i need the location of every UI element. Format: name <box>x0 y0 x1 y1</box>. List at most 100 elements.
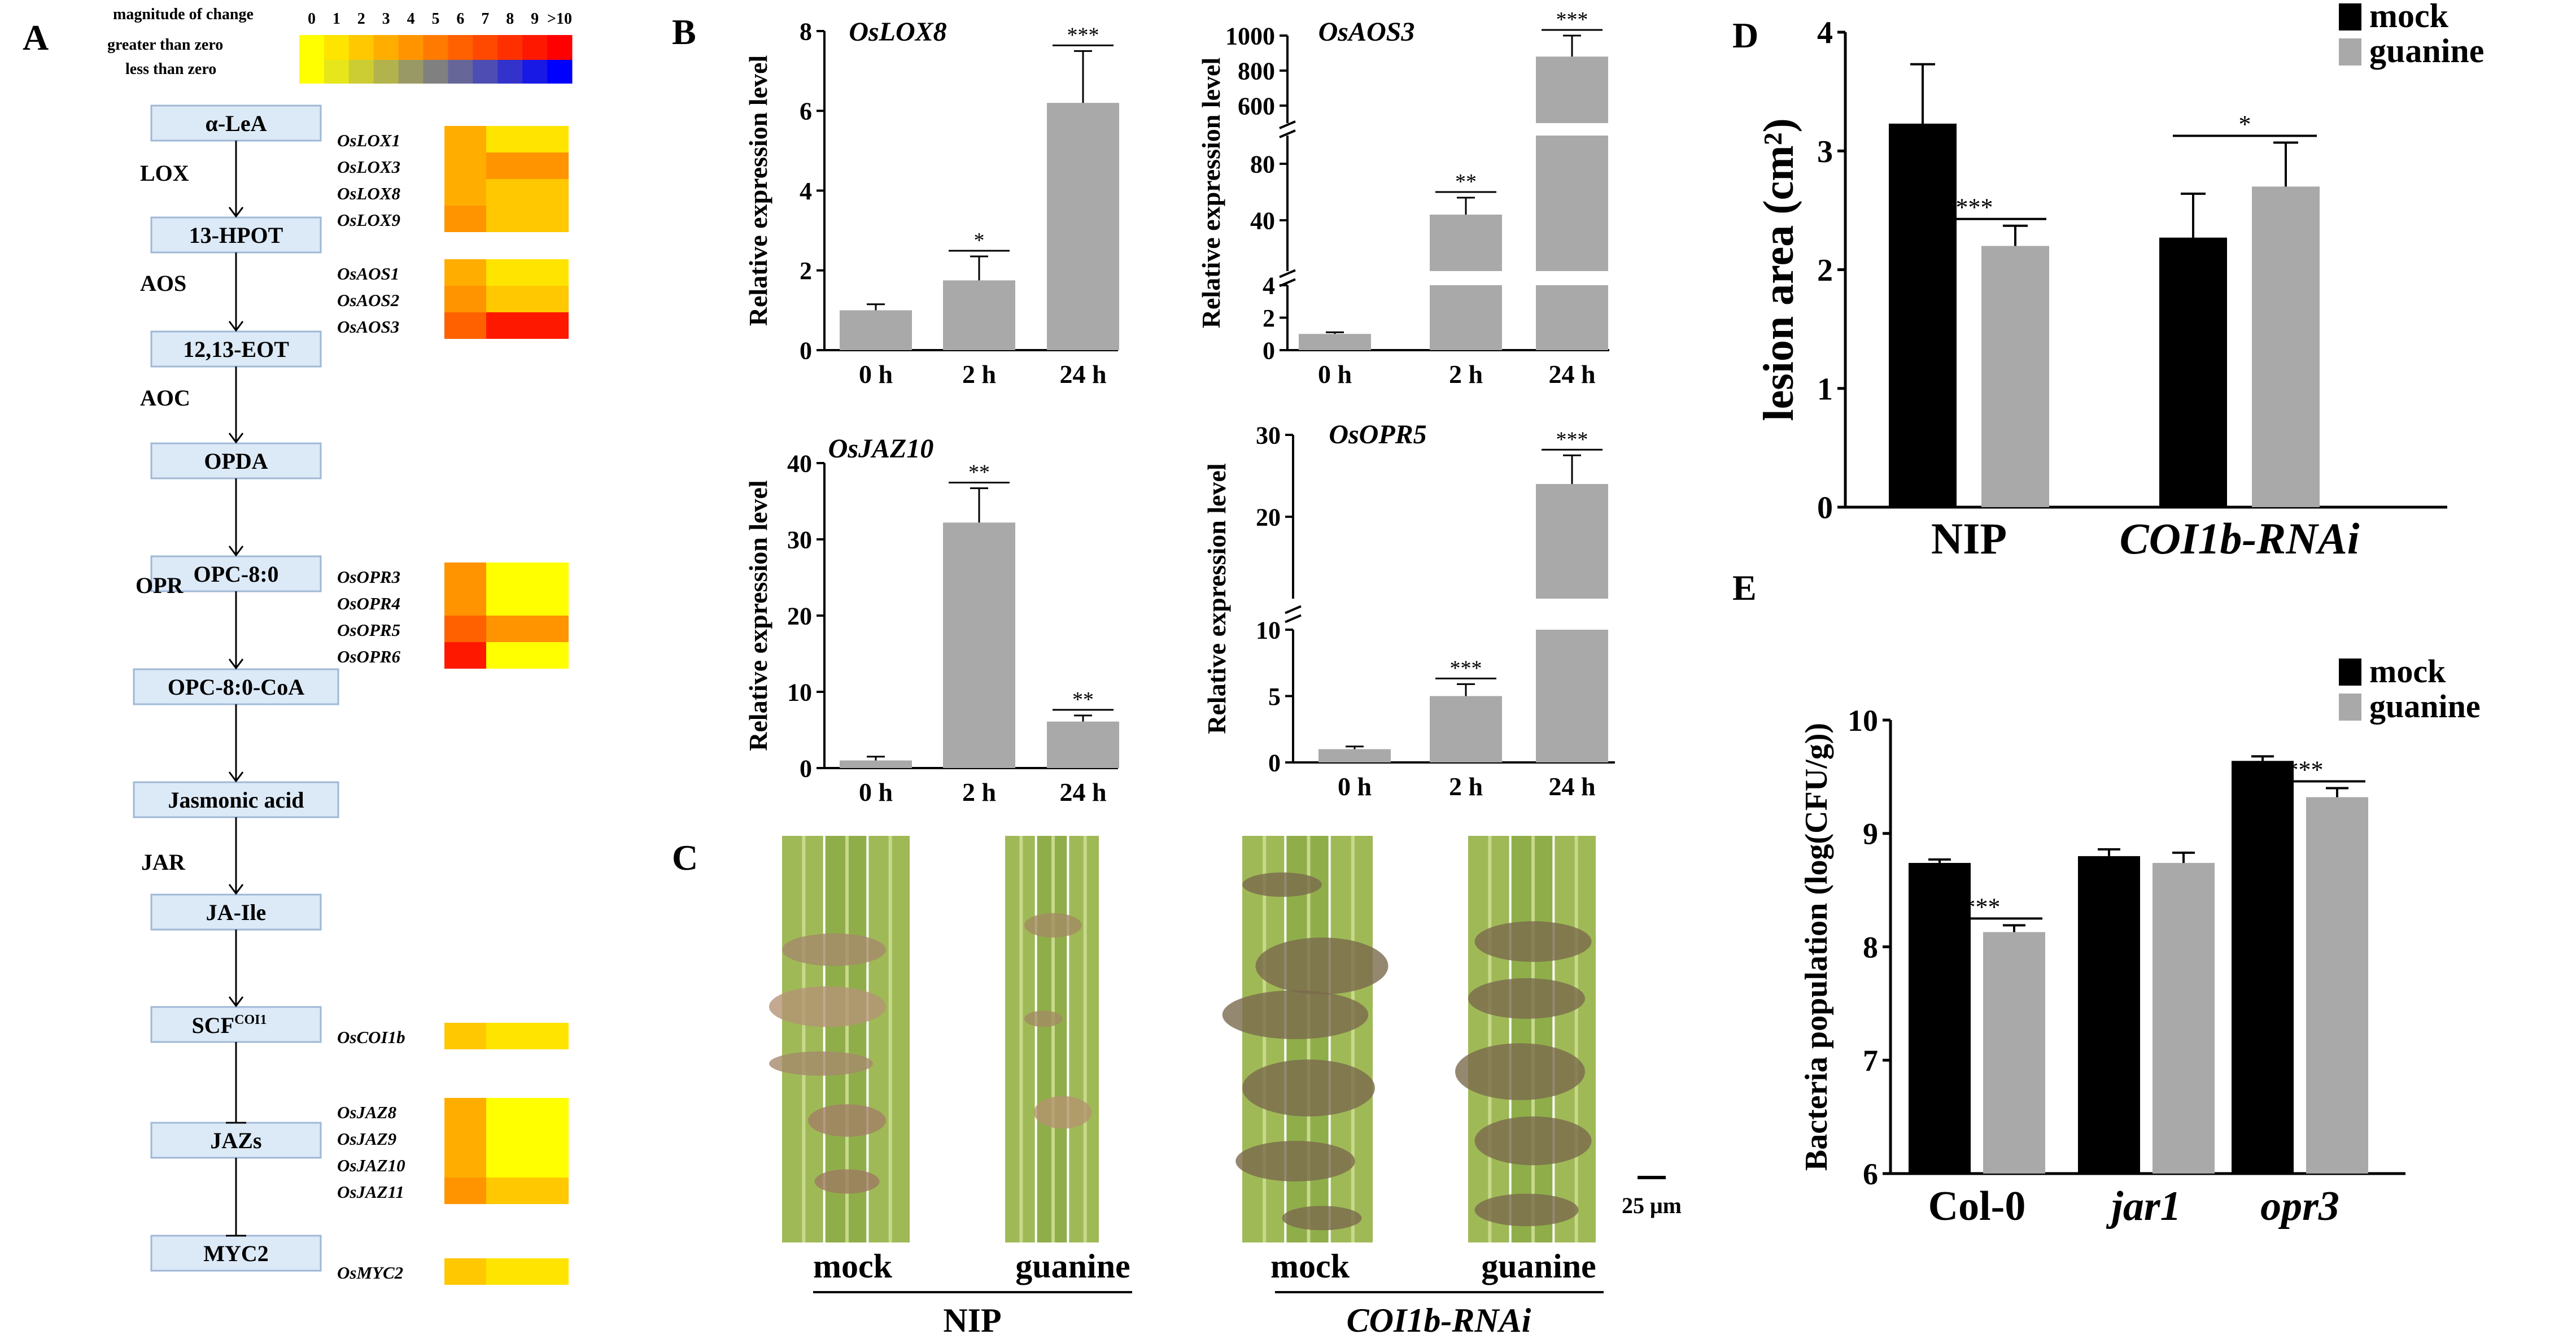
heatmap-cell <box>444 1151 486 1178</box>
heatmap-cell <box>486 1258 569 1285</box>
y-tick-label: 9 <box>1863 817 1878 851</box>
legend-tick: 0 <box>308 10 316 28</box>
legend-swatch <box>2339 38 2361 66</box>
bar <box>1047 103 1119 350</box>
y-axis-label: Relative expression level <box>744 480 772 751</box>
pathway-box <box>150 1235 322 1272</box>
leaf-label: guanine <box>1481 1248 1596 1285</box>
bar <box>1536 56 1608 123</box>
pathway-label: OPC-8:0 <box>193 561 278 587</box>
y-tick-label: 0 <box>800 337 812 364</box>
chart-title: OsOPR5 <box>1329 420 1426 450</box>
legend-row2: less than zero <box>125 60 216 78</box>
x-tick-label: 2 h <box>962 778 996 806</box>
pathway-box <box>150 442 322 479</box>
legend-label: guanine <box>2369 688 2481 725</box>
y-tick-label: 10 <box>1848 704 1878 738</box>
x-tick-label: 2 h <box>1449 772 1483 801</box>
pathway-box <box>133 668 339 705</box>
y-tick-label: 30 <box>787 526 812 553</box>
legend-tick: 1 <box>333 10 340 28</box>
heatmap-cell <box>444 1178 486 1204</box>
x-tick-label: NIP <box>1931 514 2007 563</box>
legend-swatch-down <box>497 60 523 84</box>
heatmap-cell <box>444 206 486 232</box>
bar <box>2159 237 2227 507</box>
heatmap-cell <box>486 642 569 669</box>
y-tick-label: 6 <box>800 98 812 125</box>
significance-stars: * <box>974 229 985 252</box>
gene-label: OsLOX8 <box>337 184 400 203</box>
lesion-spot <box>1024 913 1082 938</box>
gene-label: OsLOX1 <box>337 130 400 150</box>
heatmap-cell <box>444 1124 486 1151</box>
y-tick-label: 5 <box>1268 683 1281 710</box>
y-tick-label: 0 <box>1268 749 1281 777</box>
heatmap-cell <box>486 259 569 286</box>
x-tick-label: 0 h <box>859 360 893 389</box>
leaf-photo-nip-guanine <box>1005 836 1099 1242</box>
significance-stars: ** <box>1072 688 1094 712</box>
arrow-head <box>228 659 244 670</box>
enzyme-label: LOX <box>140 160 189 186</box>
heatmap-cell <box>486 1124 569 1151</box>
legend-title: magnitude of change <box>113 6 254 23</box>
axis-break <box>1279 269 1296 287</box>
x-tick-label: Col-0 <box>1928 1183 2026 1229</box>
legend-swatch-up <box>348 35 374 60</box>
pathway-box <box>150 893 322 931</box>
lesion-spot <box>1222 990 1369 1040</box>
legend-swatch-up <box>423 35 448 60</box>
leaf-vein <box>1531 836 1535 1242</box>
y-tick-label: 10 <box>1256 616 1281 644</box>
y-tick-label: 8 <box>800 18 812 45</box>
bar <box>1047 721 1119 768</box>
heatmap-cell <box>444 1098 486 1124</box>
x-tick-label: 24 h <box>1059 778 1106 806</box>
legend-tick: 8 <box>506 10 514 28</box>
pathway-label: JAZs <box>210 1128 261 1153</box>
significance-stars: *** <box>1963 893 2001 921</box>
legend-swatch-down <box>448 60 473 84</box>
lesion-spot <box>1474 921 1592 962</box>
legend-swatch-down <box>423 60 448 84</box>
gene-label: OsJAZ8 <box>337 1102 397 1122</box>
y-tick-label: 8 <box>1863 930 1878 964</box>
axis-break <box>1285 605 1302 623</box>
legend-swatch-down <box>324 60 350 84</box>
heatmap-cell <box>486 179 569 206</box>
heatmap-cell <box>444 642 486 669</box>
bar <box>2078 856 2140 1174</box>
legend-swatch-up <box>473 35 498 60</box>
y-tick-label: 2 <box>1817 253 1833 288</box>
gene-label: OsLOX9 <box>337 210 400 230</box>
legend-tick: 7 <box>481 10 489 28</box>
heatmap-cell <box>444 259 486 286</box>
bar <box>1536 484 1608 599</box>
significance-stars: *** <box>1556 8 1588 32</box>
legend-swatch-down <box>373 60 399 84</box>
scale-bar-label: 25 μm <box>1622 1193 1682 1218</box>
y-tick-label: 80 <box>1250 150 1275 178</box>
bar <box>1536 136 1608 271</box>
gene-label: OsOPR3 <box>337 567 400 587</box>
legend-tick: 9 <box>531 10 539 28</box>
lesion-spot <box>782 933 886 966</box>
panel-letter-B: B <box>672 12 696 52</box>
gene-label: OsOPR5 <box>337 620 400 640</box>
arrow-head <box>228 207 244 218</box>
x-tick-label: 2 h <box>1449 360 1483 389</box>
y-tick-label: 40 <box>1250 207 1275 234</box>
pathway-label: JA-Ile <box>206 900 267 925</box>
lesion-spot <box>769 986 886 1027</box>
heatmap-cell <box>444 312 486 339</box>
significance-stars: *** <box>1450 656 1482 680</box>
heatmap-cell <box>486 152 569 179</box>
y-axis-label: Bacteria population (log(CFU/g)) <box>1799 723 1834 1171</box>
lesion-spot <box>808 1104 886 1137</box>
y-tick-label: 600 <box>1238 92 1275 120</box>
pathway-label: Jasmonic acid <box>168 787 304 813</box>
bar <box>1536 285 1608 350</box>
panel-letter-A: A <box>23 18 49 58</box>
